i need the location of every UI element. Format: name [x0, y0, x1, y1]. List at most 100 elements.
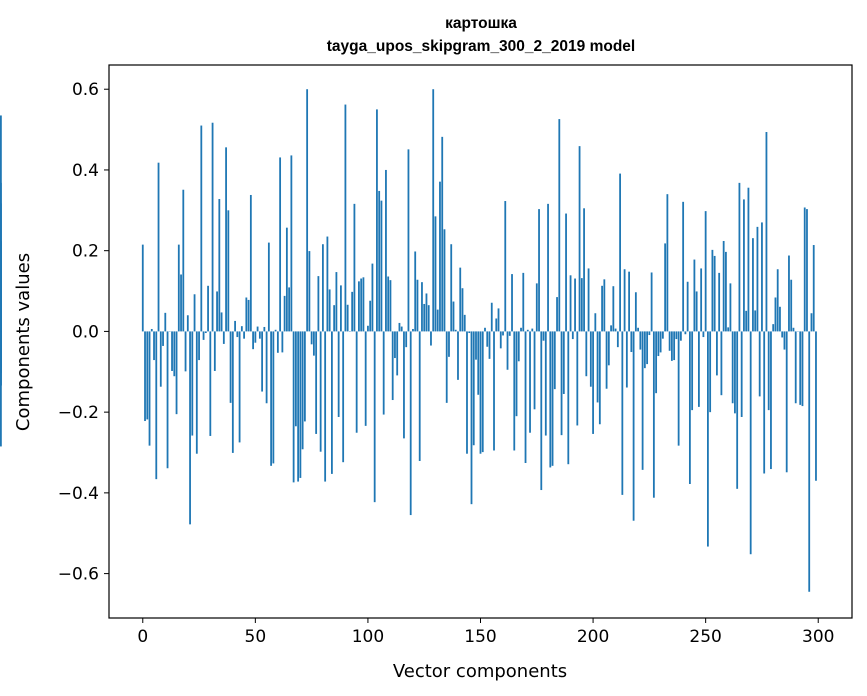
y-tick-label: 0.4: [72, 161, 99, 181]
bar: [691, 331, 694, 411]
bar: [752, 238, 754, 332]
bar: [195, 331, 198, 454]
bar: [430, 331, 432, 346]
bar: [664, 243, 667, 332]
bar: [173, 331, 176, 377]
bar: [157, 162, 160, 332]
y-tick-label: 0.6: [72, 80, 99, 100]
bar: [315, 331, 318, 434]
bar: [556, 297, 558, 332]
bar: [806, 209, 808, 332]
bar: [540, 331, 543, 491]
bar: [774, 297, 777, 332]
bar: [734, 331, 736, 414]
bar: [301, 331, 304, 450]
bar: [803, 207, 806, 332]
bar: [607, 331, 610, 366]
bar: [720, 331, 723, 396]
bar: [625, 331, 628, 388]
bar: [330, 331, 333, 474]
bar: [234, 320, 236, 332]
bar: [421, 282, 423, 332]
bar: [628, 271, 631, 332]
bar: [396, 331, 399, 376]
bar: [477, 331, 480, 395]
bar: [240, 326, 243, 332]
bar: [495, 318, 498, 332]
bar: [736, 331, 739, 489]
bar: [436, 309, 439, 332]
bar: [367, 325, 369, 332]
bar: [182, 189, 185, 332]
bar: [792, 327, 795, 332]
bar: [547, 203, 549, 332]
bar: [655, 331, 658, 394]
bar: [553, 331, 556, 390]
bar: [808, 331, 811, 592]
bar: [511, 274, 513, 332]
bar: [675, 331, 678, 340]
x-tick-label: 50: [245, 627, 267, 647]
bar: [371, 263, 374, 332]
bar: [340, 285, 342, 332]
bar: [321, 244, 324, 332]
bar: [378, 190, 381, 332]
bar: [184, 331, 187, 372]
bar: [441, 136, 444, 332]
bar: [423, 303, 426, 332]
bar: [695, 291, 698, 332]
bar: [229, 331, 232, 403]
bar: [344, 104, 347, 332]
bar: [319, 331, 322, 452]
bar: [412, 328, 414, 332]
bar: [646, 331, 649, 365]
bar: [279, 157, 282, 332]
bar: [709, 331, 712, 413]
bar: [634, 292, 637, 332]
bar: [693, 259, 696, 332]
bar: [700, 268, 703, 332]
bar: [517, 331, 520, 362]
bar: [243, 331, 245, 339]
bar: [632, 331, 635, 521]
bar: [398, 322, 401, 332]
bar: [761, 222, 763, 332]
bar: [535, 283, 538, 332]
bar: [0, 331, 2, 346]
bar: [252, 331, 254, 350]
bar: [439, 181, 441, 332]
bar: [596, 331, 599, 403]
bar: [799, 331, 802, 405]
bar: [623, 269, 626, 332]
bar: [668, 331, 671, 351]
bar: [312, 331, 315, 356]
bar: [362, 277, 365, 332]
bar: [247, 299, 250, 332]
bar: [175, 331, 178, 415]
bar: [225, 147, 227, 332]
bar: [513, 331, 516, 451]
bar: [743, 199, 745, 332]
bar: [652, 331, 655, 498]
bar: [767, 331, 770, 411]
bar: [364, 331, 367, 426]
bar: [619, 173, 621, 332]
bar: [502, 331, 504, 336]
bar: [538, 209, 540, 332]
bar: [571, 331, 574, 340]
bar: [560, 331, 563, 436]
bar: [272, 331, 275, 464]
bar: [457, 331, 459, 380]
bar: [144, 331, 146, 422]
bar: [294, 331, 297, 427]
y-tick-label: −0.6: [58, 565, 99, 585]
bar: [731, 331, 734, 404]
bar: [565, 213, 567, 332]
bar: [198, 331, 200, 361]
bar: [641, 331, 644, 470]
bar: [360, 278, 363, 332]
bar: [405, 331, 408, 348]
bar: [504, 201, 507, 332]
bar: [704, 211, 707, 332]
